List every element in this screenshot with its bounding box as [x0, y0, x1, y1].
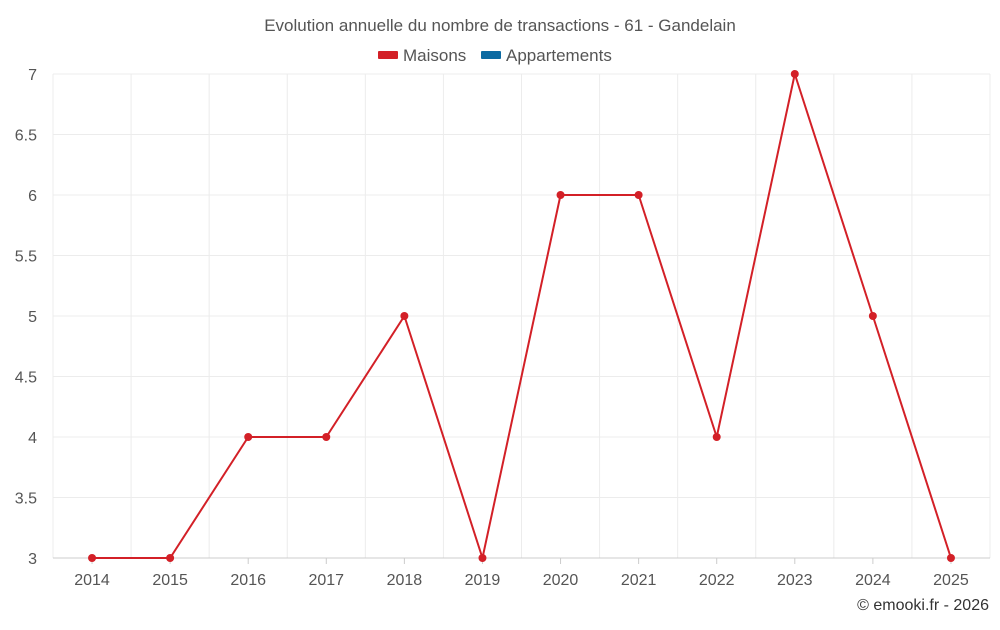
legend-swatch-appartements: [481, 51, 501, 59]
legend-label-maisons: Maisons: [403, 46, 466, 65]
data-point[interactable]: [634, 191, 643, 199]
series-line-maisons: [92, 73, 952, 559]
legend-item-appartements[interactable]: Appartements: [481, 46, 612, 65]
y-tick-label: 5.5: [15, 249, 37, 266]
x-tick-label: 2016: [230, 572, 266, 589]
grid: [52, 73, 991, 558]
axes: 3 3.5 4 4.5 5 5.5 6 6.5 7 2014 2015 2016 2017 2018 201…: [15, 67, 990, 589]
y-tick-label: 7: [28, 67, 37, 84]
x-tick-label: 2022: [699, 572, 735, 589]
legend-swatch-maisons: [378, 51, 398, 59]
x-tick-label: 2025: [933, 572, 969, 589]
legend: Maisons Appartements: [378, 46, 612, 65]
data-point[interactable]: [322, 433, 331, 441]
x-tick-label: 2014: [74, 572, 110, 589]
x-tick-label: 2017: [308, 572, 344, 589]
x-tick-label: 2021: [621, 572, 657, 589]
data-point[interactable]: [712, 433, 721, 441]
x-tick-label: 2024: [855, 572, 891, 589]
data-point[interactable]: [556, 191, 565, 199]
data-point[interactable]: [400, 312, 409, 320]
data-point[interactable]: [478, 554, 487, 562]
data-point[interactable]: [868, 312, 877, 320]
credit-text: © emooki.fr - 2026: [857, 597, 989, 614]
chart-title: Evolution annuelle du nombre de transact…: [264, 16, 736, 35]
x-tick-label: 2020: [543, 572, 579, 589]
x-tick-label: 2018: [387, 572, 423, 589]
y-tick-label: 4: [28, 430, 37, 447]
data-point[interactable]: [946, 554, 955, 562]
data-point[interactable]: [166, 554, 175, 562]
legend-label-appartements: Appartements: [506, 46, 612, 65]
x-tick-label: 2015: [152, 572, 188, 589]
data-point[interactable]: [244, 433, 253, 441]
data-point[interactable]: [88, 554, 97, 562]
series-maisons: [88, 70, 955, 562]
y-tick-label: 3.5: [15, 491, 37, 508]
data-point[interactable]: [790, 70, 799, 78]
x-tick-label: 2019: [465, 572, 501, 589]
y-tick-label: 6.5: [15, 128, 37, 145]
legend-item-maisons[interactable]: Maisons: [378, 46, 466, 65]
y-tick-label: 5: [28, 309, 37, 326]
y-tick-label: 4.5: [15, 370, 37, 387]
x-tick-label: 2023: [777, 572, 813, 589]
y-tick-label: 3: [28, 551, 37, 568]
y-tick-label: 6: [28, 188, 37, 205]
